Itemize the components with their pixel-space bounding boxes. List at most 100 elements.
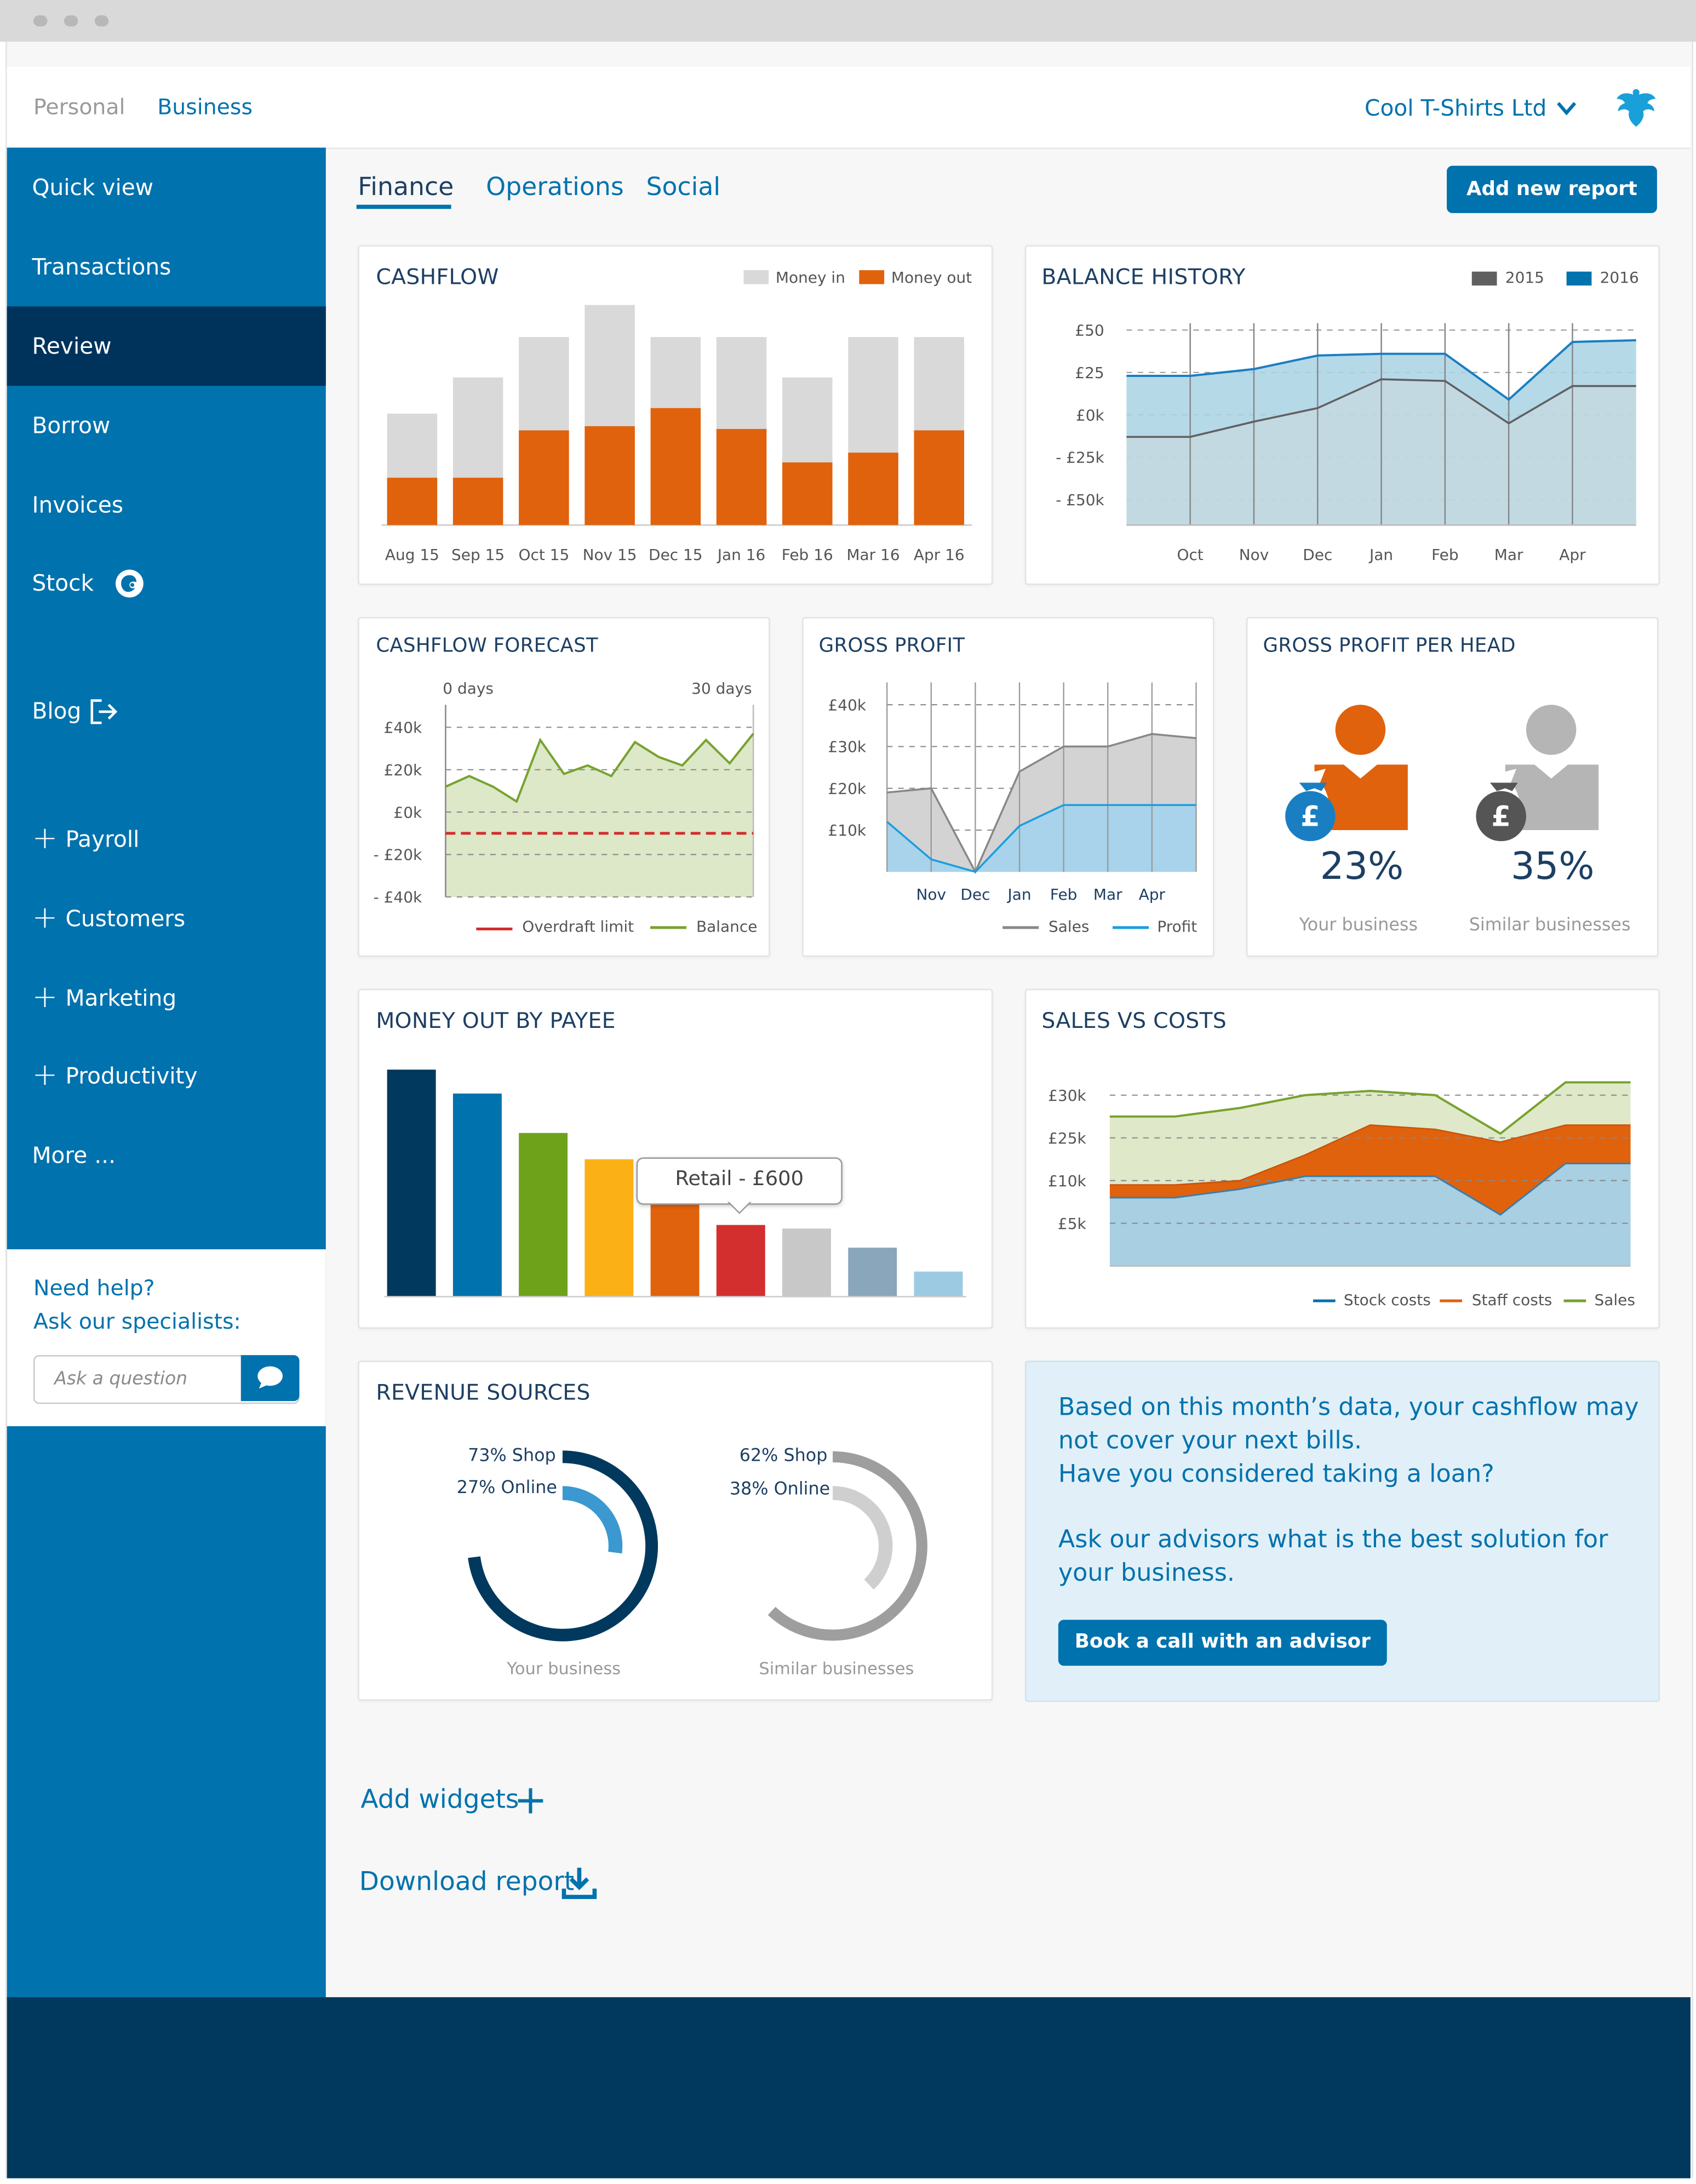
add-new-report-button[interactable]: Add new report (1447, 165, 1657, 213)
balance-x-tick: Jan (1368, 546, 1393, 564)
sidebar-item-productivity[interactable]: + Productivity (7, 1036, 326, 1116)
book-call-button[interactable]: Book a call with an advisor (1058, 1620, 1387, 1666)
cashflow-bar-money-out (452, 477, 503, 525)
money-out-title: MONEY OUT BY PAYEE (376, 1008, 616, 1034)
forecast-y-tick: £40k (384, 719, 422, 737)
help-heading: Need help? (33, 1276, 155, 1301)
cashflow-x-tick: Apr 16 (914, 546, 965, 564)
donut-shop-arc (468, 1450, 658, 1642)
sales-vs-costs-chart: £30k £25k £10k £5k (1048, 1081, 1631, 1267)
cashflow-bar-money-out (387, 477, 438, 525)
balance-x-tick: Mar (1494, 546, 1523, 564)
payee-bar (782, 1228, 832, 1297)
download-report-link[interactable]: Download report (359, 1867, 575, 1897)
external-link-icon (90, 699, 118, 724)
payee-bar (519, 1133, 568, 1297)
your-business-label: Your business (1299, 913, 1418, 935)
forecast-y-tick: £0k (393, 803, 422, 821)
add-widgets-link[interactable]: Add widgets (360, 1785, 519, 1815)
company-selector[interactable]: Cool T-Shirts Ltd (1365, 94, 1547, 122)
cashflow-title: CASHFLOW (376, 264, 499, 290)
tab-social[interactable]: Social (646, 173, 721, 202)
cashflow-card: CASHFLOW Money in Money out Aug 15 Sep 15… (358, 245, 993, 585)
staff-costs-area (1109, 1125, 1631, 1215)
window-minimize-dot[interactable] (64, 15, 78, 27)
sidebar-item-borrow[interactable]: Borrow (32, 412, 111, 439)
personal-link[interactable]: Personal (33, 94, 125, 120)
cashflow-bar-money-out (716, 428, 767, 525)
sidebar-item-transactions[interactable]: Transactions (32, 253, 171, 280)
payee-bar (716, 1225, 765, 1297)
legend-2015-swatch (1471, 271, 1497, 286)
sidebar-item-customers[interactable]: + Customers (7, 879, 326, 958)
your-shop-share: 73% Shop (468, 1444, 556, 1466)
cashflow-x-tick: Dec 15 (649, 546, 703, 564)
staff-costs-line (1109, 1124, 1631, 1186)
donut-online-arc (832, 1486, 893, 1590)
payee-bar (914, 1271, 963, 1297)
question-field[interactable]: Ask a question (33, 1355, 300, 1404)
gross-y-tick: £10k (828, 821, 867, 839)
balance-y-tick: £25 (1075, 364, 1104, 382)
legend-sales: Sales (1048, 918, 1090, 936)
balance-x-tick: Dec (1303, 546, 1332, 564)
window-maximize-dot[interactable] (94, 15, 109, 27)
cashflow-chart: Aug 15 Sep 15 Oct 15 Nov 15 Dec 15 Jan 16 Feb … (381, 305, 972, 564)
cashflow-x-tick: Oct 15 (518, 546, 569, 564)
ask-question-button[interactable] (240, 1355, 300, 1402)
cashflow-forecast-chart: 0 days 30 days £40k £20k £0k - £20k - £40k (374, 679, 754, 906)
sales-line (1109, 1081, 1631, 1135)
balance-line-2015 (1126, 378, 1636, 438)
cashflow-bar-money-out (914, 430, 965, 525)
question-placeholder: Ask a question (54, 1369, 188, 1390)
sidebar-item-marketing[interactable]: + Marketing (7, 958, 326, 1038)
advice-line-2: not cover your next bills. (1058, 1427, 1362, 1456)
chevron-down-icon[interactable] (1555, 100, 1578, 117)
gross-x-tick: Mar (1093, 885, 1122, 904)
retail-tooltip: Retail - £600 (636, 1157, 843, 1205)
similar-shop-share: 62% Shop (739, 1444, 828, 1466)
advice-line-4: Ask our advisors what is the best soluti… (1058, 1526, 1608, 1554)
sidebar-item-stock[interactable]: Stock (7, 543, 326, 622)
balance-history-card: BALANCE HISTORY 2015 2016 £50 £25 £0k - £25… (1024, 245, 1660, 585)
cashflow-x-tick: Jan 16 (717, 546, 766, 564)
cashflow-x-tick: Sep 15 (451, 546, 505, 564)
sales-y-tick: £30k (1048, 1087, 1086, 1105)
sales-area (1109, 1082, 1631, 1185)
sidebar-item-quick-view[interactable]: Quick view (32, 174, 154, 201)
legend-stock-costs: Stock costs (1343, 1291, 1431, 1310)
cashflow-forecast-title: CASHFLOW FORECAST (376, 635, 598, 658)
your-online-share: 27% Online (456, 1476, 557, 1497)
sidebar-item-more[interactable]: More ... (32, 1142, 116, 1169)
balance-x-tick: Oct (1177, 546, 1204, 564)
sidebar-item-payroll[interactable]: + Payroll (7, 799, 326, 879)
plus-icon[interactable] (517, 1787, 545, 1815)
similar-business-percent: 35% (1510, 845, 1595, 889)
top-bar (7, 67, 1691, 149)
gross-y-tick: £30k (828, 738, 867, 756)
tab-finance[interactable]: Finance (358, 173, 454, 202)
plus-icon: + (32, 1058, 58, 1094)
gross-profit-line (886, 804, 1196, 873)
help-subheading: Ask our specialists: (33, 1309, 241, 1335)
forecast-y-tick: £20k (384, 761, 422, 779)
per-head-title: GROSS PROFIT PER HEAD (1263, 635, 1516, 658)
gross-profit-per-head-card: GROSS PROFIT PER HEAD £ £ 23% 35% Your b… (1246, 617, 1659, 957)
svg-text:£: £ (1491, 800, 1510, 832)
cashflow-bar-money-out (782, 462, 833, 525)
sidebar-item-review[interactable]: Review (7, 306, 326, 386)
business-link[interactable]: Business (157, 94, 253, 120)
gross-x-tick: Apr (1139, 885, 1166, 904)
cashflow-x-tick: Nov 15 (583, 546, 637, 564)
plus-icon: + (32, 980, 58, 1016)
tooltip-pointer (726, 1200, 752, 1214)
sidebar-item-invoices[interactable]: Invoices (32, 491, 124, 518)
tab-operations[interactable]: Operations (486, 173, 624, 202)
window-close-dot[interactable] (33, 15, 48, 27)
sidebar-item-blog[interactable]: Blog (7, 671, 326, 751)
gross-profit-area (887, 805, 1196, 872)
legend-stock-swatch (1313, 1299, 1336, 1302)
download-icon[interactable] (561, 1865, 597, 1901)
gross-profit-title: GROSS PROFIT (818, 635, 965, 658)
legend-money-in: Money in (775, 268, 845, 287)
